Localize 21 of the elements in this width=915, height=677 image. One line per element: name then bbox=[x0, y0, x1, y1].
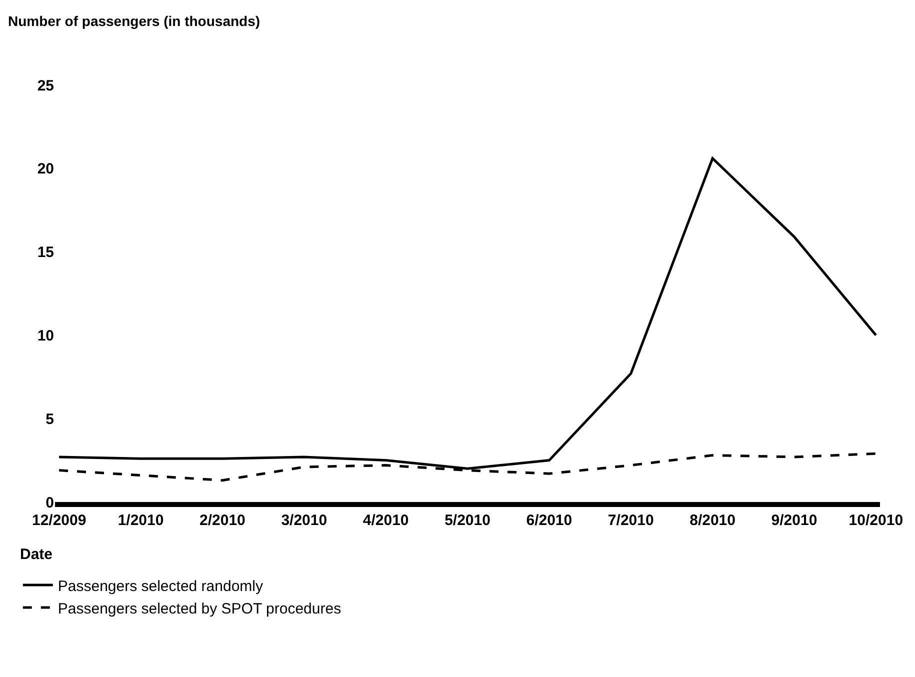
x-tick-label: 6/2010 bbox=[526, 512, 572, 529]
x-tick-label: 1/2010 bbox=[118, 512, 164, 529]
x-tick-label: 5/2010 bbox=[444, 512, 490, 529]
x-tick-label: 9/2010 bbox=[771, 512, 818, 529]
y-axis-title: Number of passengers (in thousands) bbox=[8, 13, 260, 29]
x-axis-title: Date bbox=[20, 546, 53, 563]
y-tick-label: 5 bbox=[46, 410, 54, 428]
x-tick-label: 3/2010 bbox=[281, 512, 328, 529]
x-tick-label: 8/2010 bbox=[690, 512, 736, 529]
y-tick-label: 10 bbox=[37, 327, 54, 344]
y-tick-label: 20 bbox=[37, 160, 54, 178]
legend-label: Passengers selected by SPOT procedures bbox=[58, 600, 342, 618]
x-tick-label: 12/2009 bbox=[32, 512, 86, 529]
x-tick-label: 4/2010 bbox=[362, 512, 409, 529]
x-tick-label: 7/2010 bbox=[608, 512, 654, 529]
x-tick-label: 2/2010 bbox=[200, 512, 246, 529]
legend-label: Passengers selected randomly bbox=[58, 578, 264, 595]
y-tick-label: 25 bbox=[37, 77, 54, 94]
y-tick-label: 15 bbox=[37, 244, 54, 262]
y-tick-label: 0 bbox=[46, 494, 54, 512]
x-tick-label: 10/2010 bbox=[848, 512, 904, 529]
